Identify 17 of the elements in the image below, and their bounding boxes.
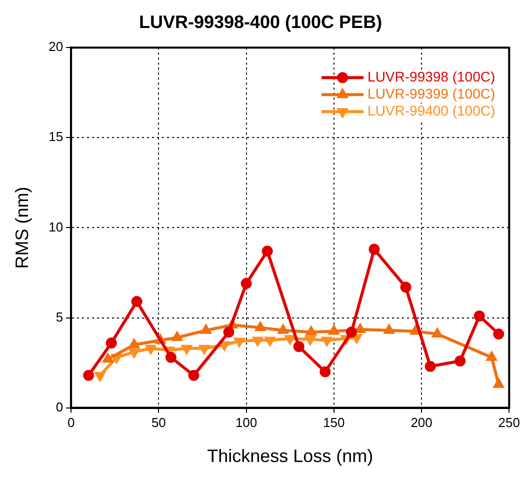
- x-tick-label: 0: [67, 415, 75, 430]
- y-tick-label: 10: [48, 219, 64, 234]
- x-tick-label: 150: [323, 415, 345, 430]
- x-tick-label: 250: [498, 415, 520, 430]
- x-tick-label: 50: [151, 415, 166, 430]
- x-tick-label: 200: [410, 415, 432, 430]
- y-tick-label: 15: [48, 129, 64, 144]
- x-tick-label: 100: [235, 415, 258, 430]
- legend-label: LUVR-99398 (100C): [368, 68, 496, 84]
- legend-label: LUVR-99399 (100C): [368, 85, 496, 102]
- y-axis-title: RMS (nm): [12, 186, 32, 269]
- y-tick-label: 0: [56, 399, 64, 414]
- x-axis-title: Thickness Loss (nm): [207, 446, 374, 466]
- legend-label: LUVR-99400 (100C): [368, 102, 496, 118]
- chart-title: LUVR-99398-400 (100C PEB): [138, 12, 382, 32]
- y-tick-label: 20: [48, 39, 64, 54]
- y-tick-label: 5: [56, 309, 64, 324]
